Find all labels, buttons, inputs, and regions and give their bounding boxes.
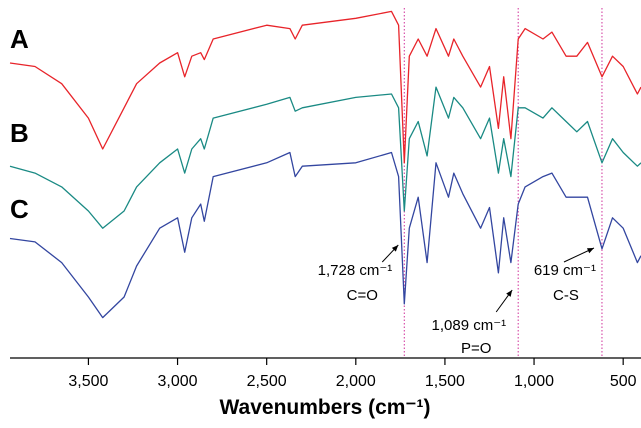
arrow-head xyxy=(586,248,594,254)
x-axis-title: Wavenumbers (cm⁻¹) xyxy=(219,396,430,419)
x-tick-label: 3,500 xyxy=(68,373,108,390)
x-tick-label: 3,000 xyxy=(158,373,198,390)
annotation-group: P=O xyxy=(461,340,491,357)
arrow-head xyxy=(506,290,513,297)
x-tick-label: 1,500 xyxy=(425,373,465,390)
arrow-head xyxy=(391,245,399,252)
x-tick-label: 1,000 xyxy=(514,373,554,390)
annotation-label: 1,728 cm⁻¹ xyxy=(318,262,393,279)
annotation-group: C-S xyxy=(553,287,579,304)
annotation-group: C=O xyxy=(347,287,378,304)
x-tick-label: 2,500 xyxy=(247,373,287,390)
annotation-label: 1,089 cm⁻¹ xyxy=(432,317,507,334)
x-tick-label: 500 xyxy=(610,373,637,390)
legend-label: A xyxy=(10,24,29,54)
annotation-label: 619 cm⁻¹ xyxy=(534,262,596,279)
x-tick-label: 2,000 xyxy=(336,373,376,390)
spectrum-line xyxy=(9,151,641,319)
legend-label: B xyxy=(10,118,29,148)
legend-label: C xyxy=(10,194,29,224)
spectrum-line xyxy=(9,86,641,229)
spectrum-line xyxy=(9,10,641,164)
